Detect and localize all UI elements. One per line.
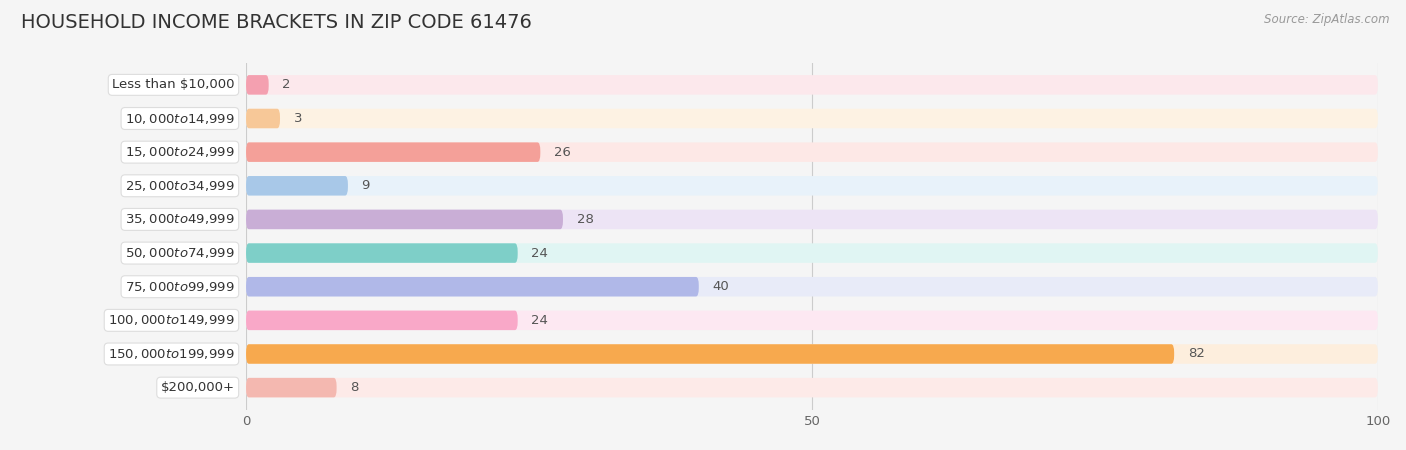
Text: $150,000 to $199,999: $150,000 to $199,999 bbox=[108, 347, 235, 361]
Text: 40: 40 bbox=[713, 280, 730, 293]
FancyBboxPatch shape bbox=[246, 378, 336, 397]
Text: 26: 26 bbox=[554, 146, 571, 159]
FancyBboxPatch shape bbox=[246, 109, 280, 128]
Text: 3: 3 bbox=[294, 112, 302, 125]
FancyBboxPatch shape bbox=[246, 243, 517, 263]
Text: $35,000 to $49,999: $35,000 to $49,999 bbox=[125, 212, 235, 226]
Text: HOUSEHOLD INCOME BRACKETS IN ZIP CODE 61476: HOUSEHOLD INCOME BRACKETS IN ZIP CODE 61… bbox=[21, 14, 531, 32]
Text: 24: 24 bbox=[531, 314, 548, 327]
Text: $10,000 to $14,999: $10,000 to $14,999 bbox=[125, 112, 235, 126]
Text: 82: 82 bbox=[1188, 347, 1205, 360]
FancyBboxPatch shape bbox=[246, 75, 269, 94]
Text: 24: 24 bbox=[531, 247, 548, 260]
FancyBboxPatch shape bbox=[246, 344, 1174, 364]
Text: $50,000 to $74,999: $50,000 to $74,999 bbox=[125, 246, 235, 260]
Text: $75,000 to $99,999: $75,000 to $99,999 bbox=[125, 280, 235, 294]
Text: $200,000+: $200,000+ bbox=[160, 381, 235, 394]
Text: $100,000 to $149,999: $100,000 to $149,999 bbox=[108, 313, 235, 327]
Text: $15,000 to $24,999: $15,000 to $24,999 bbox=[125, 145, 235, 159]
FancyBboxPatch shape bbox=[246, 277, 1378, 297]
Text: 2: 2 bbox=[283, 78, 291, 91]
FancyBboxPatch shape bbox=[246, 277, 699, 297]
FancyBboxPatch shape bbox=[246, 310, 517, 330]
FancyBboxPatch shape bbox=[246, 109, 1378, 128]
FancyBboxPatch shape bbox=[246, 310, 1378, 330]
Text: 9: 9 bbox=[361, 179, 370, 192]
FancyBboxPatch shape bbox=[246, 142, 540, 162]
FancyBboxPatch shape bbox=[246, 378, 1378, 397]
Text: $25,000 to $34,999: $25,000 to $34,999 bbox=[125, 179, 235, 193]
FancyBboxPatch shape bbox=[246, 176, 1378, 196]
Text: Source: ZipAtlas.com: Source: ZipAtlas.com bbox=[1264, 14, 1389, 27]
Text: Less than $10,000: Less than $10,000 bbox=[112, 78, 235, 91]
FancyBboxPatch shape bbox=[246, 75, 1378, 94]
Text: 28: 28 bbox=[576, 213, 593, 226]
FancyBboxPatch shape bbox=[246, 243, 1378, 263]
FancyBboxPatch shape bbox=[246, 176, 347, 196]
FancyBboxPatch shape bbox=[246, 210, 1378, 229]
Text: 8: 8 bbox=[350, 381, 359, 394]
FancyBboxPatch shape bbox=[246, 142, 1378, 162]
FancyBboxPatch shape bbox=[246, 344, 1378, 364]
FancyBboxPatch shape bbox=[246, 210, 562, 229]
